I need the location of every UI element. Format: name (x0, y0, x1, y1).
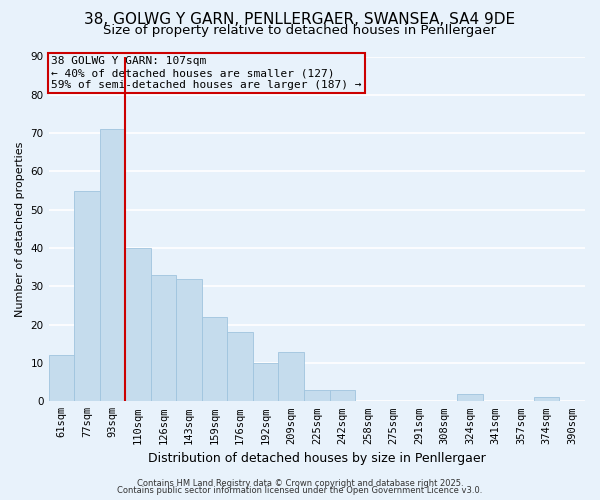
Bar (125, 248, 151, 402)
Text: Contains public sector information licensed under the Open Government Licence v3: Contains public sector information licen… (118, 486, 482, 495)
Y-axis label: Number of detached properties: Number of detached properties (15, 141, 25, 316)
Bar (202, 317, 227, 402)
Text: Size of property relative to detached houses in Penllergaer: Size of property relative to detached ho… (103, 24, 497, 37)
Bar (457, 394, 483, 402)
X-axis label: Distribution of detached houses by size in Penllergaer: Distribution of detached houses by size … (148, 452, 485, 465)
Bar (74, 190, 100, 402)
Bar (329, 390, 355, 402)
Text: 38 GOLWG Y GARN: 107sqm
← 40% of detached houses are smaller (127)
59% of semi-d: 38 GOLWG Y GARN: 107sqm ← 40% of detache… (51, 56, 362, 90)
Text: Contains HM Land Registry data © Crown copyright and database right 2025.: Contains HM Land Registry data © Crown c… (137, 479, 463, 488)
Bar (227, 332, 253, 402)
Bar (253, 363, 278, 402)
Bar (151, 275, 176, 402)
Bar (534, 398, 559, 402)
Text: 38, GOLWG Y GARN, PENLLERGAER, SWANSEA, SA4 9DE: 38, GOLWG Y GARN, PENLLERGAER, SWANSEA, … (85, 12, 515, 28)
Bar (49, 356, 74, 402)
Bar (278, 352, 304, 402)
Bar (100, 130, 125, 402)
Bar (304, 390, 329, 402)
Bar (176, 278, 202, 402)
